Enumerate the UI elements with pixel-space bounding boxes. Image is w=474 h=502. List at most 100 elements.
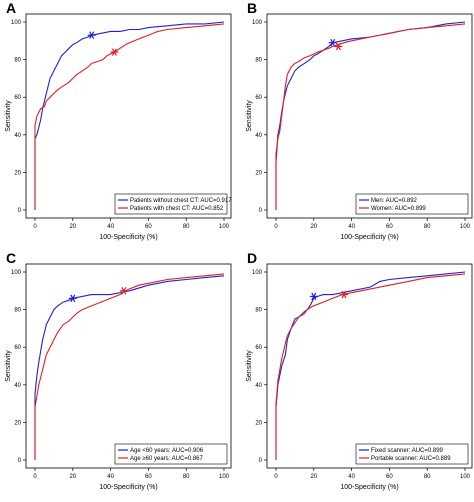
y-tick-label: 0 [18,458,22,464]
y-tick-label: 0 [259,208,263,214]
y-tick-label: 20 [255,170,262,176]
asterisk-stroke [335,42,341,51]
cutoff-asterisk-marker [328,38,337,47]
x-tick-label: 20 [310,474,317,480]
y-tick-label: 80 [255,308,262,314]
panel-letter: A [6,0,16,16]
y-tick-label: 60 [255,345,262,351]
x-tick-label: 40 [107,474,114,480]
asterisk-stroke [121,287,127,295]
legend-box [355,193,469,215]
legend-entry: Age ≥60 years: AUC=0.867 [130,456,204,462]
cutoff-asterisk-marker [119,287,128,295]
legend-box [114,193,228,215]
x-tick-label: 80 [424,224,431,230]
x-tick-label: 60 [145,474,152,480]
chart-panel-a: A 0 20 40 60 80 100 0 20 40 60 80 100 100-Specificity… [5,0,232,241]
chart-panel-b: B 0 20 40 60 80 100 0 20 40 60 80 100 100-Specificity… [246,0,473,241]
x-tick-label: 40 [348,474,355,480]
y-tick-label: 80 [14,308,21,314]
y-axis-label: Sensitivity [246,350,253,382]
roc-curve-1 [275,271,466,460]
roc-curve-1 [275,21,466,210]
y-tick-label: 100 [11,270,22,276]
y-tick-label: 100 [252,270,263,276]
x-tick-label: 60 [386,474,393,480]
panel-letter: C [6,250,16,266]
x-tick-label: 80 [183,474,190,480]
y-axis-label: Sensitivity [5,100,12,132]
legend-entry: Patients without chest CT: AUC=0.917 [130,198,232,204]
x-tick-label: 80 [424,474,431,480]
roc-curve-2 [275,23,466,210]
x-tick-label: 40 [348,224,355,230]
asterisk-stroke [89,31,95,39]
asterisk-stroke [341,290,347,299]
x-tick-label: 60 [386,224,393,230]
roc-curve-1 [34,275,225,460]
roc-curve-2 [34,273,225,460]
cutoff-asterisk-marker [334,42,343,51]
asterisk-stroke [70,294,76,303]
cutoff-asterisk-marker [309,292,318,301]
plot-frame [266,263,473,469]
legend-box [355,443,469,465]
x-tick-label: 20 [69,474,76,480]
x-tick-label: 0 [33,474,37,480]
legend: Men: AUC=0.892 Women: AUC=0.899 [355,193,469,215]
x-axis-label: 100-Specificity (%) [99,484,157,491]
chart-panel-d: D 0 20 40 60 80 100 0 20 40 60 80 100 100-Specificity… [246,250,473,491]
legend-entry: Portable scanner: AUC=0.889 [371,456,451,462]
y-tick-label: 80 [255,58,262,64]
cutoff-asterisk-marker [87,31,96,39]
legend: Patients without chest CT: AUC=0.917 Pati… [114,193,232,215]
y-tick-label: 80 [14,58,21,64]
x-tick-label: 80 [183,224,190,230]
x-axis-label: 100-Specificity (%) [99,234,157,241]
x-tick-label: 100 [219,474,230,480]
legend-box [114,443,228,465]
legend: Age <60 years: AUC=0.906 Age ≥60 years: A… [114,443,228,465]
legend-entry: Age <60 years: AUC=0.906 [130,448,204,454]
asterisk-stroke [330,38,336,47]
x-tick-label: 40 [107,224,114,230]
panel-letter: B [247,0,257,16]
cutoff-asterisk-marker [110,48,119,56]
y-tick-label: 100 [252,20,263,26]
y-tick-label: 100 [11,20,22,26]
chart-panel-c: C 0 20 40 60 80 100 0 20 40 60 80 100 100-Specificity… [5,250,232,491]
roc-curve-1 [34,21,225,210]
x-tick-label: 100 [460,224,471,230]
x-tick-label: 0 [33,224,37,230]
x-axis-label: 100-Specificity (%) [340,484,398,491]
y-axis-label: Sensitivity [246,100,253,132]
legend-entry: Fixed scanner: AUC=0.899 [371,448,444,454]
y-tick-label: 40 [14,133,21,139]
x-tick-label: 0 [274,224,278,230]
panel-letter: D [247,250,257,266]
legend-entry: Patients with chest CT: AUC=0.852 [130,206,224,212]
y-tick-label: 40 [255,133,262,139]
x-tick-label: 60 [145,224,152,230]
y-tick-label: 60 [14,95,21,101]
x-tick-label: 100 [460,474,471,480]
x-axis-label: 100-Specificity (%) [340,234,398,241]
x-tick-label: 20 [310,224,317,230]
roc-curve-2 [275,273,466,460]
y-tick-label: 20 [255,420,262,426]
cutoff-asterisk-marker [340,290,349,299]
y-tick-label: 20 [14,170,21,176]
cutoff-asterisk-marker [68,294,77,303]
legend: Fixed scanner: AUC=0.899 Portable scanner… [355,443,469,465]
y-axis-label: Sensitivity [5,350,12,382]
y-tick-label: 40 [255,383,262,389]
y-tick-label: 60 [255,95,262,101]
x-tick-label: 100 [219,224,230,230]
plot-frame [25,13,232,219]
x-tick-label: 20 [69,224,76,230]
legend-entry: Women: AUC=0.899 [371,206,426,212]
y-tick-label: 0 [259,458,263,464]
y-tick-label: 60 [14,345,21,351]
plot-frame [25,263,232,469]
